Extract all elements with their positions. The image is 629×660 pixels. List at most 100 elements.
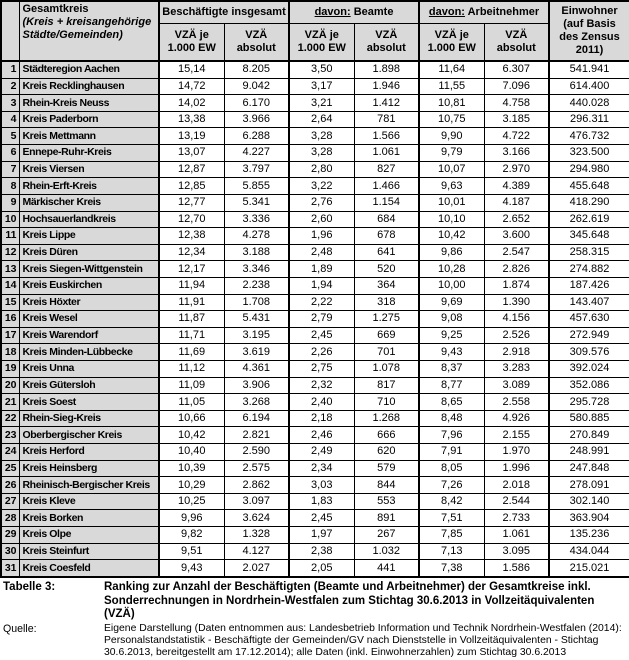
kreis-name-cell: Kreis Lippe xyxy=(18,227,160,245)
beamte-vza-je-ew-cell: 2,64 xyxy=(288,110,355,129)
einwohner-cell: 455.648 xyxy=(548,177,629,195)
arbeitnehmer-vza-je-ew-cell: 10,07 xyxy=(418,160,485,179)
einwohner-cell: 457.630 xyxy=(548,310,629,328)
kreis-name-cell: Kreis Gütersloh xyxy=(18,376,160,395)
kreis-name-cell: Oberbergischer Kreis xyxy=(18,426,160,445)
table-row: 4 Kreis Paderborn 13,38 3.966 2,64 781 10,75 3.… xyxy=(0,110,629,129)
arbeitnehmer-vza-absolut-cell: 3.185 xyxy=(483,110,550,129)
table-row: 5 Kreis Mettmann 13,19 6.288 3,28 1.566 9,90 4.… xyxy=(0,127,629,146)
beamte-vza-absolut-cell: 520 xyxy=(353,260,420,278)
table-row: 3 Rhein-Kreis Neuss 14,02 6.170 3,21 1.412 10,… xyxy=(0,94,629,112)
insgesamt-vza-absolut-cell: 3.336 xyxy=(223,210,290,229)
table-header: Gesamtkreis (Kreis + kreisangehörige Stä… xyxy=(0,0,629,62)
rank-cell: 7 xyxy=(0,160,20,179)
kreis-name-cell: Kreis Herford xyxy=(18,443,160,461)
arbeitnehmer-vza-absolut-cell: 1.970 xyxy=(483,443,550,461)
table-row: 22 Rhein-Sieg-Kreis 10,66 6.194 2,18 1.268 8,4… xyxy=(0,409,629,428)
insgesamt-vza-absolut-cell: 3.097 xyxy=(223,492,290,511)
arbeitnehmer-vza-absolut-cell: 4.389 xyxy=(483,177,550,195)
rank-cell: 12 xyxy=(0,243,20,262)
table-body: 1 Städteregion Aachen 15,14 8.205 3,50 1.898 1… xyxy=(0,60,629,578)
einwohner-cell: 262.619 xyxy=(548,210,629,229)
insgesamt-vza-je-ew-cell: 13,38 xyxy=(158,110,225,129)
insgesamt-vza-absolut-cell: 2.575 xyxy=(223,459,290,478)
table-row: 21 Kreis Soest 11,05 3.268 2,40 710 8,65 2.558 2… xyxy=(0,393,629,411)
arbeitnehmer-vza-absolut-cell: 2.526 xyxy=(483,326,550,345)
rank-cell: 10 xyxy=(0,210,20,229)
insgesamt-vza-absolut-cell: 3.188 xyxy=(223,243,290,262)
rank-cell: 25 xyxy=(0,459,20,478)
arbeitnehmer-vza-je-ew-cell: 10,01 xyxy=(418,193,485,212)
header-sub-row: VZÄ je 1.000 EW VZÄ absolut VZÄ je 1.000… xyxy=(1,22,629,62)
einwohner-cell: 278.091 xyxy=(548,476,629,494)
arbeitnehmer-vza-je-ew-cell: 11,55 xyxy=(418,77,485,96)
insgesamt-vza-absolut-cell: 3.966 xyxy=(223,110,290,129)
insgesamt-vza-absolut-cell: 1.328 xyxy=(223,526,290,544)
insgesamt-vza-absolut-cell: 3.624 xyxy=(223,509,290,528)
einwohner-cell: 187.426 xyxy=(548,276,629,295)
insgesamt-vza-je-ew-cell: 10,66 xyxy=(158,409,225,428)
rank-cell: 4 xyxy=(0,110,20,129)
insgesamt-vza-je-ew-cell: 11,71 xyxy=(158,326,225,345)
rank-cell: 6 xyxy=(0,144,20,162)
einwohner-cell: 274.882 xyxy=(548,260,629,278)
insgesamt-vza-absolut-cell: 9.042 xyxy=(223,77,290,96)
arbeitnehmer-vza-je-ew-cell: 8,42 xyxy=(418,492,485,511)
rank-cell: 31 xyxy=(0,559,20,578)
beamte-vza-je-ew-cell: 3,50 xyxy=(288,60,355,79)
kreis-name-cell: Kreis Wesel xyxy=(18,310,160,328)
einwohner-cell: 352.086 xyxy=(548,376,629,395)
table-row: 1 Städteregion Aachen 15,14 8.205 3,50 1.898 1… xyxy=(0,60,629,79)
arbeitnehmer-vza-je-ew-cell: 8,05 xyxy=(418,459,485,478)
insgesamt-vza-absolut-cell: 2.238 xyxy=(223,276,290,295)
arbeitnehmer-vza-je-ew-cell: 10,10 xyxy=(418,210,485,229)
beamte-vza-je-ew-cell: 2,26 xyxy=(288,343,355,361)
subheader-beamte-vza-je-ew: VZÄ je 1.000 EW xyxy=(288,22,355,62)
kreis-name-cell: Kreis Mettmann xyxy=(18,127,160,146)
insgesamt-vza-je-ew-cell: 14,72 xyxy=(158,77,225,96)
beamte-vza-absolut-cell: 1.268 xyxy=(353,409,420,428)
table-row: 17 Kreis Warendorf 11,71 3.195 2,45 669 9,25 2.… xyxy=(0,326,629,345)
insgesamt-vza-absolut-cell: 4.278 xyxy=(223,227,290,245)
table-row: 27 Kreis Kleve 10,25 3.097 1,83 553 8,42 2.544 3… xyxy=(0,492,629,511)
insgesamt-vza-absolut-cell: 2.821 xyxy=(223,426,290,445)
arbeitnehmer-vza-absolut-cell: 4.926 xyxy=(483,409,550,428)
insgesamt-vza-je-ew-cell: 11,09 xyxy=(158,376,225,395)
rank-cell: 9 xyxy=(0,193,20,212)
insgesamt-vza-absolut-cell: 5.431 xyxy=(223,310,290,328)
einwohner-cell: 541.941 xyxy=(548,60,629,79)
beamte-vza-je-ew-cell: 2,46 xyxy=(288,426,355,445)
arbeitnehmer-vza-je-ew-cell: 9,08 xyxy=(418,310,485,328)
arbeitnehmer-vza-absolut-cell: 3.600 xyxy=(483,227,550,245)
insgesamt-vza-absolut-cell: 4.361 xyxy=(223,359,290,378)
arbeitnehmer-vza-je-ew-cell: 8,37 xyxy=(418,359,485,378)
arbeitnehmer-vza-absolut-cell: 2.733 xyxy=(483,509,550,528)
source-row: Quelle: Eigene Darstellung (Daten entnom… xyxy=(3,623,627,660)
einwohner-cell: 418.290 xyxy=(548,193,629,212)
davon-prefix: davon: xyxy=(314,5,351,18)
kreis-name-cell: Rhein-Erft-Kreis xyxy=(18,177,160,195)
arbeitnehmer-vza-absolut-cell: 1.061 xyxy=(483,526,550,544)
insgesamt-vza-je-ew-cell: 12,17 xyxy=(158,260,225,278)
beamte-vza-je-ew-cell: 1,97 xyxy=(288,526,355,544)
rank-cell: 30 xyxy=(0,542,20,561)
insgesamt-vza-absolut-cell: 4.227 xyxy=(223,144,290,162)
insgesamt-vza-absolut-cell: 4.127 xyxy=(223,542,290,561)
table-row: 2 Kreis Recklinghausen 14,72 9.042 3,17 1.946… xyxy=(0,77,629,96)
beamte-vza-absolut-cell: 1.154 xyxy=(353,193,420,212)
table-row: 29 Kreis Olpe 9,82 1.328 1,97 267 7,85 1.061 135… xyxy=(0,526,629,544)
insgesamt-vza-absolut-cell: 6.288 xyxy=(223,127,290,146)
arbeitnehmer-vza-je-ew-cell: 9,79 xyxy=(418,144,485,162)
gesamtkreis-header: Gesamtkreis (Kreis + kreisangehörige Stä… xyxy=(18,0,160,62)
kreis-name-cell: Kreis Kleve xyxy=(18,492,160,511)
beamte-vza-je-ew-cell: 2,45 xyxy=(288,326,355,345)
einwohner-cell: 143.407 xyxy=(548,293,629,312)
einwohner-cell: 302.140 xyxy=(548,492,629,511)
arbeitnehmer-vza-absolut-cell: 3.283 xyxy=(483,359,550,378)
insgesamt-vza-je-ew-cell: 14,02 xyxy=(158,94,225,112)
rank-cell: 22 xyxy=(0,409,20,428)
arbeitnehmer-vza-je-ew-cell: 7,38 xyxy=(418,559,485,578)
rank-column-header xyxy=(0,0,20,62)
insgesamt-vza-je-ew-cell: 10,29 xyxy=(158,476,225,494)
